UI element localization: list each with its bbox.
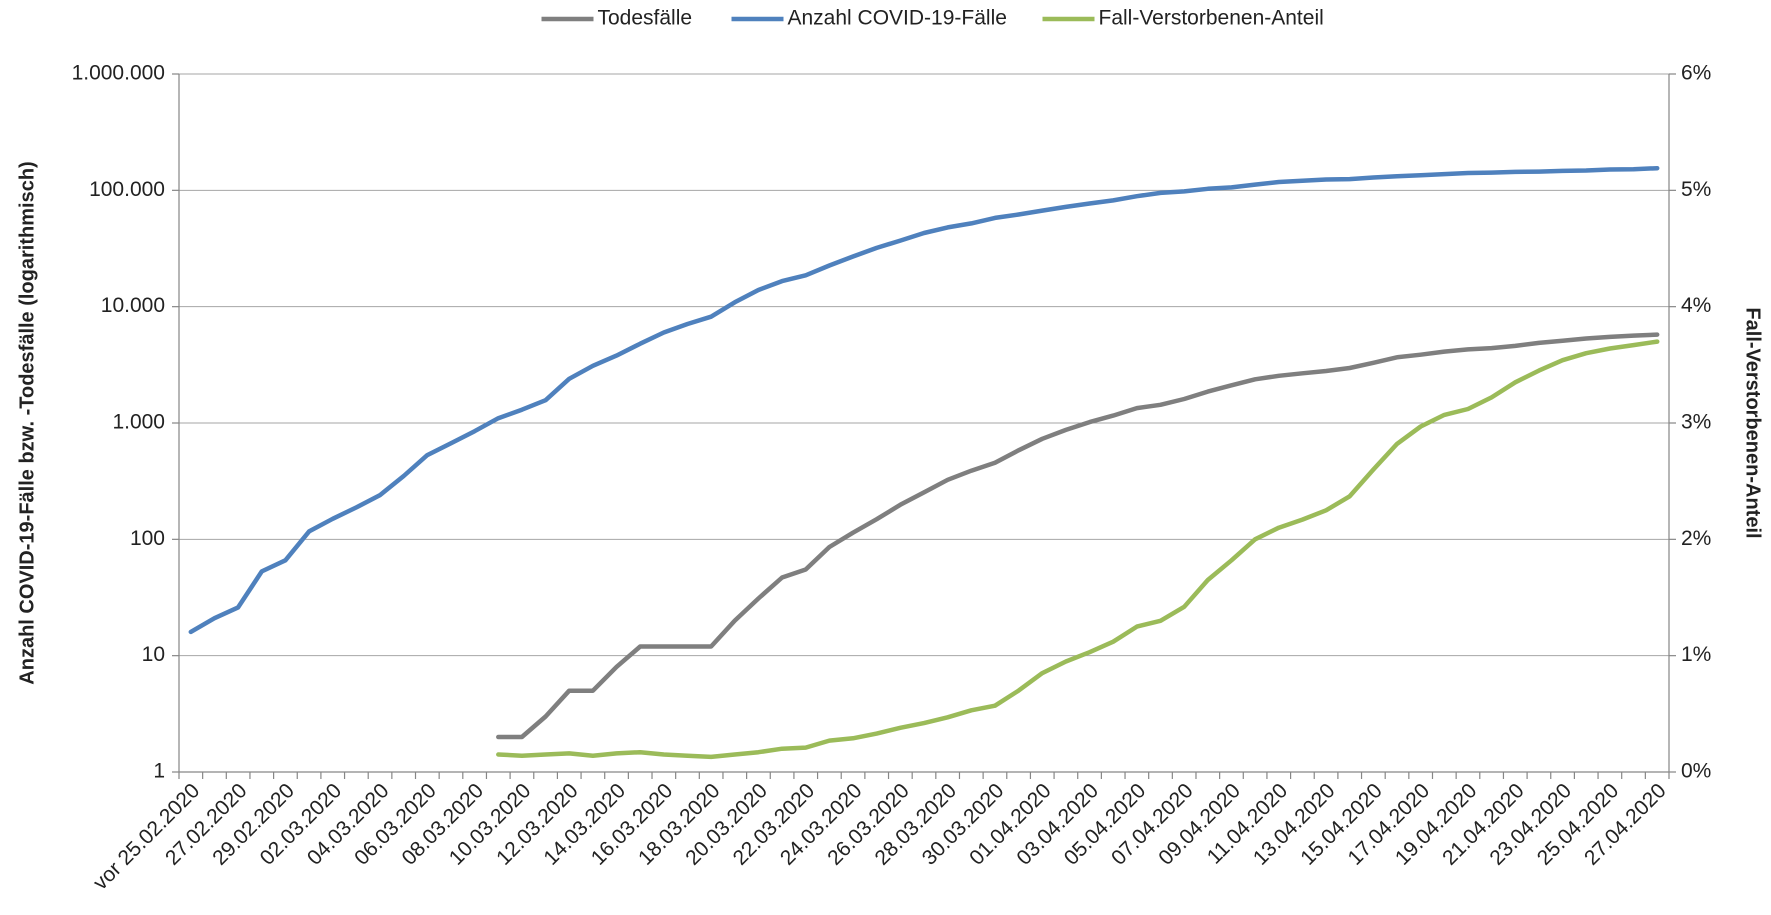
y-tick-label: 1.000 bbox=[112, 411, 165, 434]
legend-label: Fall-Verstorbenen-Anteil bbox=[1099, 7, 1324, 30]
y-tick-label: 1.000.000 bbox=[72, 62, 165, 85]
legend-label: Anzahl COVID-19-Fälle bbox=[788, 7, 1007, 30]
legend-label: Todesfälle bbox=[598, 7, 693, 30]
y2-axis-title: Fall-Verstorbenen-Anteil bbox=[1742, 307, 1764, 538]
y2-tick-label: 3% bbox=[1681, 411, 1711, 434]
y2-tick-label: 5% bbox=[1681, 178, 1711, 201]
y-tick-label: 100.000 bbox=[89, 178, 165, 201]
y2-tick-label: 1% bbox=[1681, 643, 1711, 666]
y2-tick-label: 4% bbox=[1681, 294, 1711, 317]
y2-tick-label: 2% bbox=[1681, 527, 1711, 550]
series-line bbox=[188, 165, 1660, 635]
y-tick-label: 1 bbox=[153, 760, 165, 783]
series-line bbox=[496, 332, 1660, 740]
y2-tick-label: 6% bbox=[1681, 62, 1711, 85]
y-tick-label: 10.000 bbox=[101, 294, 165, 317]
y-tick-label: 10 bbox=[142, 643, 165, 666]
y-axis-title: Anzahl COVID-19-Fälle bzw. -Todesfälle (… bbox=[16, 161, 38, 684]
y2-tick-label: 0% bbox=[1681, 760, 1711, 783]
y-tick-label: 100 bbox=[130, 527, 165, 550]
series-line bbox=[496, 339, 1660, 760]
